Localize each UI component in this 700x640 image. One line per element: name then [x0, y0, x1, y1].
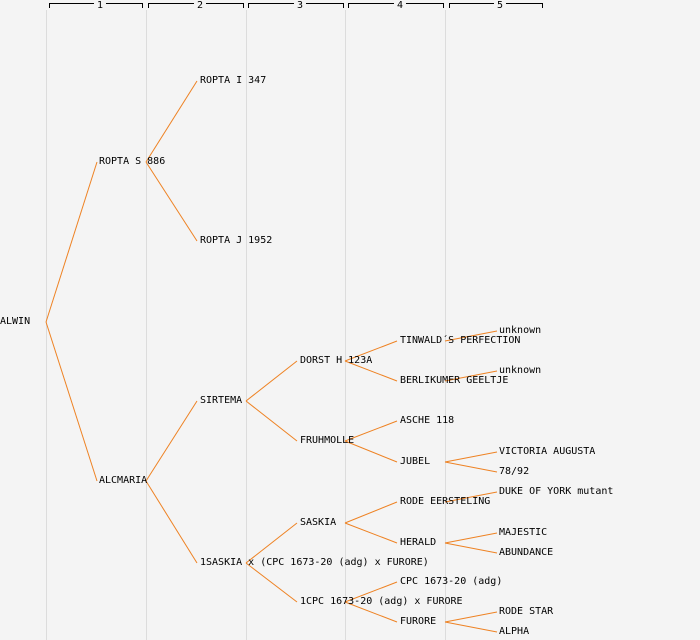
pedigree-node-unknown-1: unknown — [499, 325, 542, 336]
edge-saskia-cross-cpc-cross — [245, 562, 298, 603]
edge-saskia-herald — [344, 522, 398, 544]
edge-alcmaria-saskia-cross — [145, 480, 198, 564]
pedigree-node-alwin: ALWIN — [0, 316, 31, 327]
pedigree-node-furore: FURORE — [400, 616, 437, 627]
edge-sirtema-fruhmolle — [245, 400, 298, 442]
edge-ropta-s-886-ropta-j-1952 — [145, 161, 198, 242]
pedigree-node-rode-star: RODE STAR — [499, 606, 554, 617]
edge-alwin-alcmaria — [45, 321, 98, 482]
edge-alcmaria-sirtema — [145, 400, 198, 482]
pedigree-node-herald: HERALD — [400, 537, 437, 548]
generation-label-4: 4 — [393, 0, 407, 11]
pedigree-node-saskia: SASKIA — [300, 517, 337, 528]
edge-saskia-rode-eersteling — [344, 501, 398, 524]
edge-cpc-cross-furore — [344, 601, 398, 623]
edge-jubel-victoria-augusta — [444, 451, 498, 463]
edge-fruhmolle-asche-118 — [344, 420, 398, 442]
pedigree-node-fruhmolle: FRUHMOLLE — [300, 435, 355, 446]
edge-sirtema-dorst-h-123a — [245, 360, 298, 402]
pedigree-node-abundance: ABUNDANCE — [499, 547, 554, 558]
pedigree-node-cpc-1673-20-adg: CPC 1673-20 (adg) — [400, 576, 503, 587]
pedigree-node-78-92: 78/92 — [499, 466, 530, 477]
edge-lines — [45, 80, 498, 633]
pedigree-node-cpc-cross: 1CPC 1673-20 (adg) x FURORE — [300, 596, 463, 607]
edge-herald-majestic — [444, 532, 498, 544]
pedigree-node-ropta-s-886: ROPTA S 886 — [99, 156, 166, 167]
pedigree-node-majestic: MAJESTIC — [499, 527, 548, 538]
pedigree-node-dorst-h-123a: DORST H 123A — [300, 355, 373, 366]
edge-furore-alpha — [444, 621, 498, 633]
edge-jubel-78-92 — [444, 461, 498, 473]
generation-label-3: 3 — [293, 0, 307, 11]
grid-lines — [46, 10, 446, 640]
pedigree-node-alpha: ALPHA — [499, 626, 530, 637]
pedigree-node-unknown-2: unknown — [499, 365, 542, 376]
edge-rode-eersteling-duke-of-york-mutant — [444, 491, 498, 503]
pedigree-node-jubel: JUBEL — [400, 456, 431, 467]
pedigree-node-asche-118: ASCHE 118 — [400, 415, 455, 426]
edge-dorst-h-123a-tinwalds-perfection — [344, 340, 398, 362]
edge-dorst-h-123a-berlikumer-geeltje — [344, 360, 398, 382]
edge-cpc-cross-cpc-1673-20-adg — [344, 581, 398, 603]
edge-ropta-s-886-ropta-i-347 — [145, 80, 198, 163]
pedigree-node-berlikumer-geeltje: BERLIKUMER GEELTJE — [400, 375, 509, 386]
edge-berlikumer-geeltje-unknown-2 — [444, 370, 498, 382]
edge-saskia-cross-saskia — [245, 522, 298, 564]
edge-fruhmolle-jubel — [344, 440, 398, 463]
edge-furore-rode-star — [444, 611, 498, 623]
generation-label-1: 1 — [93, 0, 107, 11]
edge-tinwalds-perfection-unknown-1 — [444, 330, 498, 342]
pedigree-node-tinwalds-perfection: TINWALD´S PERFECTION — [400, 335, 521, 346]
pedigree-node-rode-eersteling: RODE EERSTELING — [400, 496, 491, 507]
pedigree-node-victoria-augusta: VICTORIA AUGUSTA — [499, 446, 596, 457]
pedigree-node-alcmaria: ALCMARIA — [99, 475, 148, 486]
pedigree-node-duke-of-york-mutant: DUKE OF YORK mutant — [499, 486, 614, 497]
edge-herald-abundance — [444, 542, 498, 554]
pedigree-node-saskia-cross: 1SASKIA x (CPC 1673-20 (adg) x FURORE) — [200, 557, 429, 568]
pedigree-node-sirtema: SIRTEMA — [200, 395, 243, 406]
generation-label-5: 5 — [493, 0, 507, 11]
generation-label-2: 2 — [193, 0, 207, 11]
pedigree-node-ropta-i-347: ROPTA I 347 — [200, 75, 267, 86]
edge-alwin-ropta-s-886 — [45, 161, 98, 323]
pedigree-node-ropta-j-1952: ROPTA J 1952 — [200, 235, 273, 246]
